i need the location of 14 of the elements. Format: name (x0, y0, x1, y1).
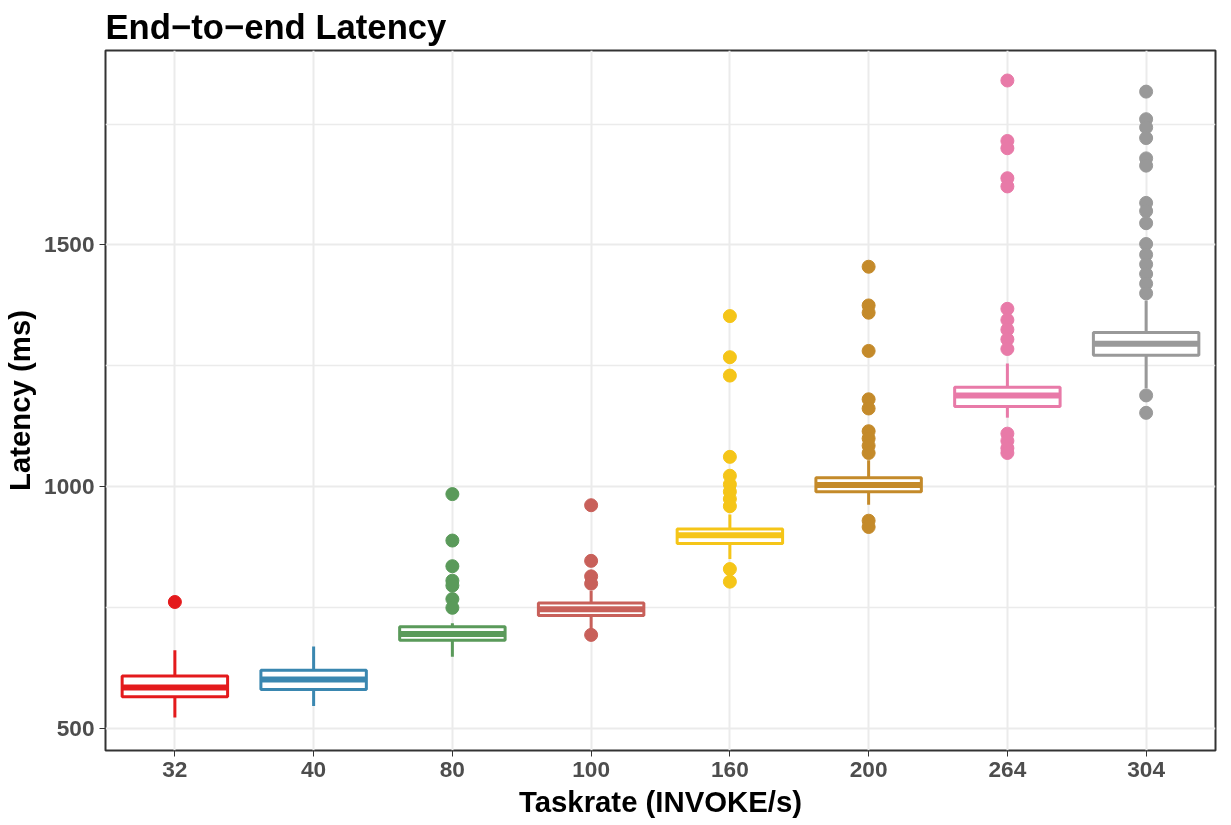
y-tick-label: 1000 (44, 473, 95, 500)
x-tick-label: 80 (439, 755, 465, 782)
y-tick-label: 500 (56, 715, 95, 742)
x-tick-label: 304 (1127, 755, 1166, 782)
x-tick-label: 40 (301, 755, 327, 782)
x-tick-label: 160 (710, 755, 749, 782)
x-tick-label: 264 (988, 755, 1027, 782)
y-axis-title: Latency (ms) (3, 310, 37, 491)
y-tick-label: 1500 (44, 231, 95, 258)
x-tick-label: 32 (162, 755, 188, 782)
x-axis-title: Taskrate (INVOKE/s) (518, 784, 803, 818)
chart-title: End−to−end Latency (105, 7, 448, 46)
x-tick-label: 200 (849, 755, 888, 782)
x-tick-label: 100 (572, 755, 611, 782)
